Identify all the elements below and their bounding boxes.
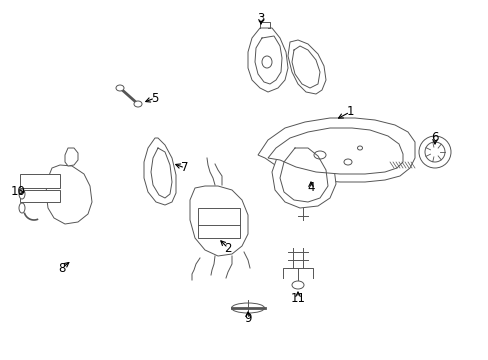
Text: 4: 4 [306, 181, 314, 194]
Bar [198, 208, 240, 238]
Text: 10: 10 [11, 185, 25, 198]
Ellipse shape [116, 85, 124, 91]
Polygon shape [65, 148, 78, 166]
Text: 8: 8 [58, 261, 65, 274]
Polygon shape [258, 118, 414, 182]
Polygon shape [247, 28, 287, 92]
Text: 2: 2 [224, 242, 231, 255]
Text: 5: 5 [151, 91, 159, 104]
Polygon shape [190, 186, 247, 256]
Ellipse shape [19, 203, 25, 213]
Text: 11: 11 [290, 292, 305, 305]
Polygon shape [46, 165, 92, 224]
Polygon shape [267, 128, 402, 174]
Text: 7: 7 [181, 162, 188, 175]
Polygon shape [287, 40, 325, 94]
Ellipse shape [134, 101, 142, 107]
Circle shape [424, 142, 444, 162]
Text: 6: 6 [430, 131, 438, 144]
Ellipse shape [231, 303, 264, 313]
Ellipse shape [291, 281, 304, 289]
Bar [20, 174, 60, 188]
Circle shape [418, 136, 450, 168]
Text: 3: 3 [257, 12, 264, 24]
Polygon shape [271, 140, 335, 208]
Ellipse shape [19, 189, 25, 199]
Polygon shape [143, 138, 176, 205]
Text: 9: 9 [244, 311, 251, 324]
Bar [20, 190, 60, 202]
Text: 1: 1 [346, 105, 353, 118]
